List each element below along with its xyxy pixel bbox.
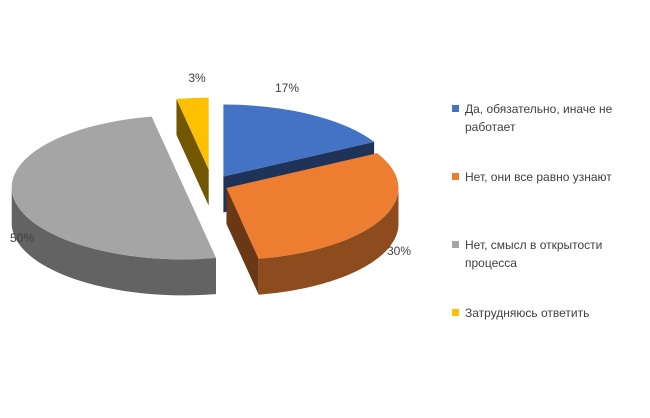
- slice-2: [11, 116, 216, 260]
- legend-swatch-2: [452, 241, 459, 248]
- slice-1-rim: [258, 187, 399, 295]
- legend-label-2: Нет, смысл в открытости процесса: [465, 238, 603, 270]
- legend-item-0: Да, обязательно, иначе не работает: [452, 100, 642, 136]
- slice-1-side-end: [226, 187, 259, 295]
- slice-2-rim: [11, 187, 216, 296]
- legend-item-3: Затрудняюсь ответить: [452, 304, 642, 322]
- slice-3-side-start: [176, 98, 209, 206]
- pie-slices: [11, 97, 399, 296]
- legend-swatch-1: [452, 173, 459, 180]
- slice-1: [226, 153, 399, 259]
- legend-label-1: Нет, они все равно узнают: [465, 170, 612, 184]
- legend-swatch-0: [452, 105, 459, 112]
- value-label-2: 50%: [10, 231, 34, 245]
- slice-0: [223, 104, 375, 177]
- slice-3: [176, 97, 209, 170]
- legend-swatch-3: [452, 309, 459, 316]
- legend-label-3: Затрудняюсь ответить: [465, 306, 590, 320]
- legend-label-0: Да, обязательно, иначе не работает: [465, 102, 613, 134]
- value-label-0: 17%: [275, 81, 299, 95]
- pie-value-labels: 17% 30% 50% 3%: [10, 71, 411, 258]
- legend-item-2: Нет, смысл в открытости процесса: [452, 236, 642, 272]
- legend-item-1: Нет, они все равно узнают: [452, 168, 642, 186]
- value-label-1: 30%: [387, 244, 411, 258]
- value-label-3: 3%: [188, 71, 206, 85]
